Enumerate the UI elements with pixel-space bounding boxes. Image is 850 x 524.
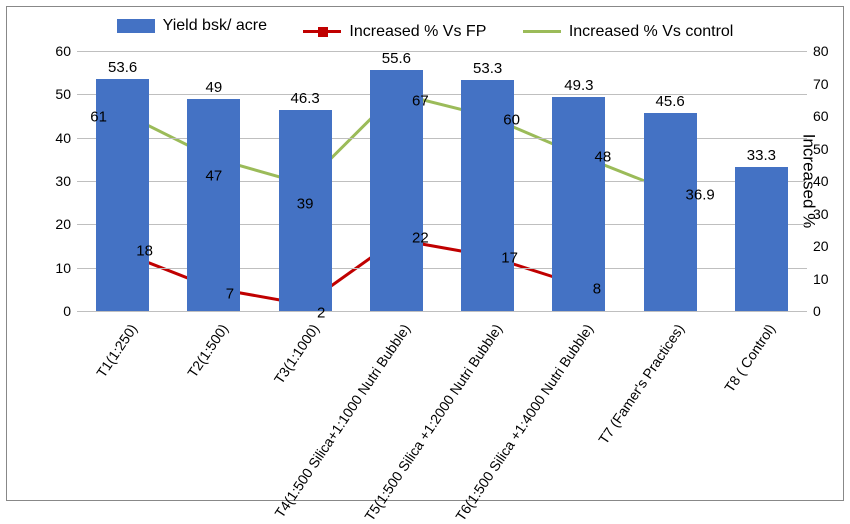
series-value-label: 7 [226,286,234,303]
bar-value-label: 49 [206,79,223,96]
series-value-label: 60 [503,112,520,129]
bar [735,167,788,311]
legend-item-fp: Increased % Vs FP [303,23,486,41]
y-right-tick-label: 40 [813,173,843,189]
y-right-tick-label: 70 [813,76,843,92]
x-tick-label: T2(1:500) [184,321,231,380]
x-tick-label: T1(1:250) [93,321,140,380]
bar-value-label: 53.3 [473,60,502,77]
bar-value-label: 46.3 [291,90,320,107]
legend-label: Increased % Vs control [569,23,734,41]
series-value-label: 2 [317,304,325,321]
y-right-tick-label: 50 [813,141,843,157]
y-left-tick-label: 0 [41,303,71,319]
gridline [77,311,807,312]
legend-label: Increased % Vs FP [349,23,486,41]
y-right-tick-label: 0 [813,303,843,319]
y-left-tick-label: 50 [41,86,71,102]
x-tick-label: T8 ( Control) [721,321,778,395]
series-value-label: 18 [136,242,153,259]
bar-value-label: 53.6 [108,59,137,76]
y-left-tick-label: 30 [41,173,71,189]
series-value-label: 67 [412,93,429,110]
legend-swatch-bar [117,19,155,33]
bar-value-label: 45.6 [656,93,685,110]
series-value-label: 22 [412,229,429,246]
legend-swatch-line-ctrl [523,30,561,33]
legend: Yield bsk/ acre Increased % Vs FP Increa… [7,17,843,41]
y-right-tick-label: 10 [813,271,843,287]
gridline [77,51,807,52]
series-value-label: 47 [206,168,223,185]
y-right-tick-label: 30 [813,206,843,222]
legend-swatch-line-fp [303,30,341,33]
chart-frame: Yield bsk/ acre Increased % Vs FP Increa… [6,6,844,501]
y-left-tick-label: 40 [41,130,71,146]
legend-item-yield: Yield bsk/ acre [117,17,267,35]
y-left-tick-label: 60 [41,43,71,59]
series-value-label: 48 [595,149,612,166]
legend-item-ctrl: Increased % Vs control [523,23,734,41]
series-value-label: 36.9 [686,187,715,204]
x-tick-label: T3(1:1000) [271,321,323,387]
bar-value-label: 33.3 [747,147,776,164]
series-value-label: 17 [501,249,518,266]
bar-value-label: 49.3 [564,77,593,94]
bar-value-label: 55.6 [382,50,411,67]
y-left-tick-label: 10 [41,260,71,276]
y-right-tick-label: 80 [813,43,843,59]
series-value-label: 61 [90,108,107,125]
legend-label: Yield bsk/ acre [163,17,267,35]
plot-area: Yield per acre (Basket) Increased % 0102… [77,51,807,311]
bar [644,113,697,311]
bar [187,99,240,311]
y-left-tick-label: 20 [41,216,71,232]
series-value-label: 8 [593,281,601,298]
series-value-label: 39 [297,196,314,213]
gridline [77,94,807,95]
y-right-tick-label: 20 [813,238,843,254]
y-right-tick-label: 60 [813,108,843,124]
x-tick-label: T7 (Famer's Practices) [595,321,687,447]
bar [552,97,605,311]
